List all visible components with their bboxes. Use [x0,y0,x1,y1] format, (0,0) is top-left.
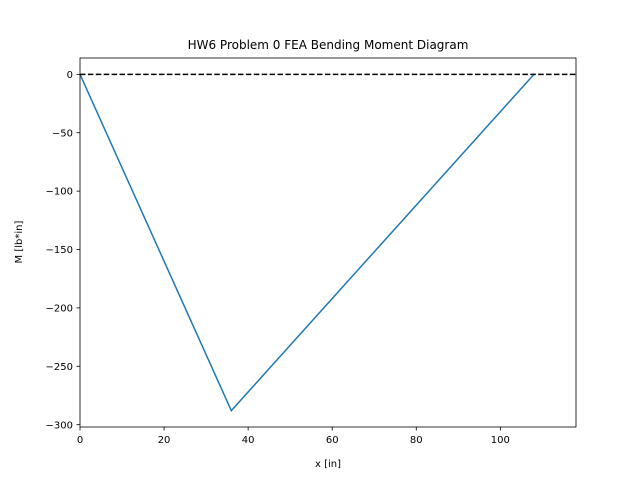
plot-area [79,57,577,428]
x-tick-label: 20 [158,435,171,446]
chart-title: HW6 Problem 0 FEA Bending Moment Diagram [188,38,469,52]
y-tick-label: 0 [67,70,73,81]
x-tick-label: 40 [242,435,255,446]
y-tick-label: −100 [46,187,73,198]
x-tick-label: 100 [491,435,510,446]
axes-frame [79,57,577,428]
y-tick-label: −50 [52,128,73,139]
y-tick-label: −250 [46,362,73,373]
y-tick-label: −200 [46,303,73,314]
series-group [80,73,576,413]
x-tick-label: 60 [326,435,339,446]
bending-moment-line [80,73,535,413]
x-tick-label: 0 [77,435,83,446]
x-axis-ticks: 0 20 40 60 80 100 [77,427,510,446]
x-axis-label: x [in] [315,459,341,470]
x-tick-label: 80 [410,435,423,446]
y-axis-label: M [lb*in] [14,220,25,263]
y-tick-label: −150 [46,245,73,256]
y-axis-ticks: 0 −50 −100 −150 −200 −250 −300 [46,70,80,431]
y-tick-label: −300 [46,420,73,431]
